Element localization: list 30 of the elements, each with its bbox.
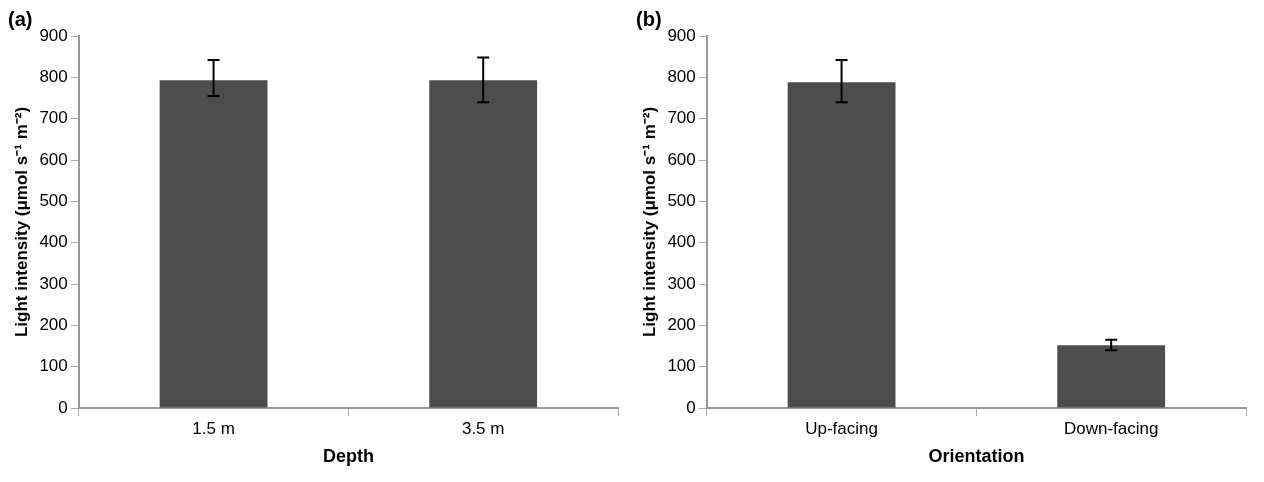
- y-tick-label: 600: [39, 149, 68, 169]
- y-tick-label: 800: [667, 67, 696, 87]
- y-tick-label: 700: [39, 108, 68, 128]
- x-tick-label: Down-facing: [1063, 418, 1159, 438]
- y-axis-title: Light intensity (μmol s⁻¹ m⁻²): [11, 106, 31, 338]
- x-axis-title: Orientation: [928, 446, 1025, 467]
- y-tick-label: 100: [667, 356, 696, 376]
- y-tick-label: 600: [667, 149, 696, 169]
- y-tick-label: 500: [39, 191, 68, 211]
- chart-title: (b): [636, 7, 662, 30]
- y-tick-label: 100: [39, 356, 68, 376]
- y-tick-label: 900: [39, 25, 68, 45]
- y-tick-label: 500: [667, 191, 696, 211]
- x-tick-label: 1.5 m: [192, 418, 235, 438]
- y-tick-label: 200: [39, 315, 68, 335]
- y-tick-label: 400: [39, 232, 68, 252]
- y-tick-label: 300: [39, 273, 68, 293]
- y-tick-label: 400: [667, 232, 696, 252]
- y-axis-title: Light intensity (μmol s⁻¹ m⁻²): [639, 106, 659, 338]
- y-tick-label: 0: [686, 397, 696, 417]
- y-tick-label: 200: [667, 315, 696, 335]
- x-axis-title: Depth: [322, 446, 374, 467]
- y-tick-label: 800: [39, 67, 68, 87]
- y-tick-label: 700: [667, 108, 696, 128]
- y-tick-label: 900: [667, 25, 696, 45]
- x-tick-label: 3.5 m: [461, 418, 505, 438]
- y-tick-label: 0: [58, 397, 68, 417]
- y-tick-label: 300: [667, 273, 696, 293]
- x-tick-label: Up-facing: [805, 418, 878, 438]
- chart-title: (a): [8, 7, 33, 30]
